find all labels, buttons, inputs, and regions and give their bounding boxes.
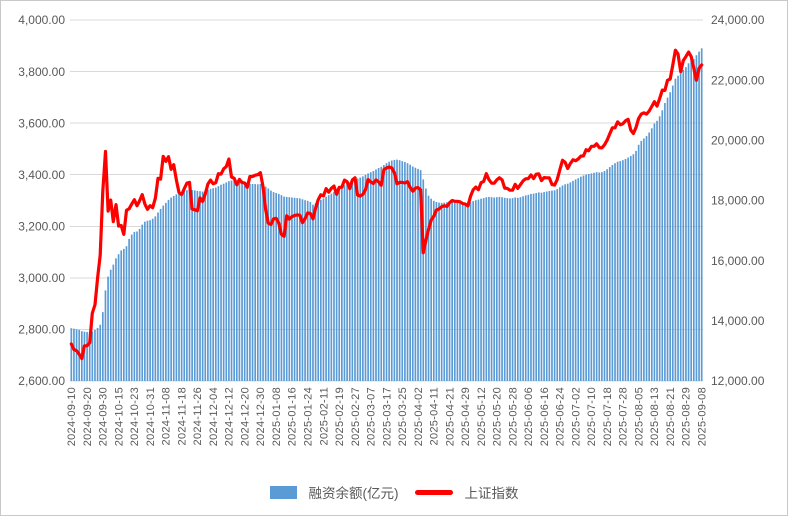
svg-text:2024-09-30: 2024-09-30	[98, 387, 110, 446]
svg-text:2025-05-20: 2025-05-20	[492, 387, 504, 446]
svg-text:2024-09-20: 2024-09-20	[82, 387, 94, 446]
svg-text:2025-04-21: 2025-04-21	[444, 387, 456, 446]
svg-text:2024-11-18: 2024-11-18	[176, 387, 188, 445]
svg-text:22,000.00: 22,000.00	[711, 73, 765, 87]
svg-text:4,000.00: 4,000.00	[18, 13, 65, 27]
legend-line-swatch	[414, 489, 453, 495]
legend-line-label: 上证指数	[464, 486, 519, 501]
svg-text:3,200.00: 3,200.00	[18, 220, 65, 234]
svg-text:2024-12-30: 2024-12-30	[255, 387, 267, 446]
svg-text:2024-11-26: 2024-11-26	[192, 387, 204, 445]
svg-text:3,600.00: 3,600.00	[18, 116, 65, 130]
svg-text:2025-02-27: 2025-02-27	[350, 387, 362, 446]
svg-text:2024-12-04: 2024-12-04	[208, 387, 220, 446]
svg-text:20,000.00: 20,000.00	[711, 134, 765, 148]
svg-text:2025-06-06: 2025-06-06	[523, 387, 535, 446]
y-axis-left-labels: 2,600.00 2,800.00 3,000.00 3,200.00 3,400.00…	[18, 13, 65, 388]
svg-text:2025-08-05: 2025-08-05	[633, 387, 645, 446]
svg-text:2025-03-17: 2025-03-17	[381, 387, 393, 446]
svg-text:24,000.00: 24,000.00	[711, 13, 765, 27]
svg-text:2024-10-23: 2024-10-23	[129, 387, 141, 446]
margin-balance-bars	[70, 48, 703, 382]
svg-text:12,000.00: 12,000.00	[711, 374, 765, 388]
svg-text:2025-07-10: 2025-07-10	[586, 387, 598, 446]
svg-text:2025-06-16: 2025-06-16	[539, 387, 551, 446]
svg-text:2025-08-13: 2025-08-13	[649, 387, 661, 446]
svg-text:2025-08-29: 2025-08-29	[681, 387, 693, 446]
svg-text:2025-09-08: 2025-09-08	[697, 387, 709, 446]
x-axis-labels: 2024-09-10 2024-09-20 2024-09-30 2024-10-15…	[66, 387, 708, 446]
svg-text:2024-12-20: 2024-12-20	[240, 387, 252, 446]
legend-bar-swatch	[269, 485, 297, 499]
svg-text:3,800.00: 3,800.00	[18, 65, 65, 79]
svg-text:2025-04-11: 2025-04-11	[429, 387, 441, 445]
svg-text:16,000.00: 16,000.00	[711, 254, 765, 268]
svg-text:2025-01-08: 2025-01-08	[271, 387, 283, 446]
legend-bar-label: 融资余额(亿元)	[308, 486, 399, 501]
svg-text:3,000.00: 3,000.00	[18, 271, 65, 285]
svg-text:2024-11-08: 2024-11-08	[161, 387, 173, 445]
svg-text:2024-09-10: 2024-09-10	[66, 387, 78, 446]
svg-text:2025-02-11: 2025-02-11	[318, 387, 330, 445]
y-axis-right-labels: 12,000.00 14,000.00 16,000.00 18,000.00 20,0…	[711, 13, 765, 388]
svg-text:2025-06-24: 2025-06-24	[555, 387, 567, 446]
legend: 融资余额(亿元) 上证指数	[1, 480, 787, 504]
svg-text:2025-01-16: 2025-01-16	[287, 387, 299, 446]
svg-text:2,600.00: 2,600.00	[18, 374, 65, 388]
svg-text:2025-05-28: 2025-05-28	[507, 387, 519, 446]
svg-text:2025-07-18: 2025-07-18	[602, 387, 614, 446]
svg-text:2025-07-28: 2025-07-28	[618, 387, 630, 446]
svg-text:2024-12-12: 2024-12-12	[224, 387, 236, 446]
svg-text:2025-07-02: 2025-07-02	[570, 387, 582, 446]
svg-text:2025-02-19: 2025-02-19	[334, 387, 346, 446]
svg-text:3,400.00: 3,400.00	[18, 168, 65, 182]
svg-text:2025-03-25: 2025-03-25	[397, 387, 409, 446]
svg-text:2,800.00: 2,800.00	[18, 323, 65, 337]
svg-text:2024-10-15: 2024-10-15	[113, 387, 125, 446]
svg-text:2025-04-02: 2025-04-02	[413, 387, 425, 446]
svg-text:2024-10-31: 2024-10-31	[145, 387, 157, 446]
svg-text:2025-08-21: 2025-08-21	[665, 387, 677, 446]
svg-text:2025-01-24: 2025-01-24	[303, 387, 315, 446]
svg-text:2025-03-07: 2025-03-07	[366, 387, 378, 446]
svg-text:2025-04-29: 2025-04-29	[460, 387, 472, 446]
sse-index-line	[69, 48, 704, 361]
svg-text:18,000.00: 18,000.00	[711, 194, 765, 208]
svg-text:2025-05-12: 2025-05-12	[476, 387, 488, 446]
svg-text:14,000.00: 14,000.00	[711, 314, 765, 328]
